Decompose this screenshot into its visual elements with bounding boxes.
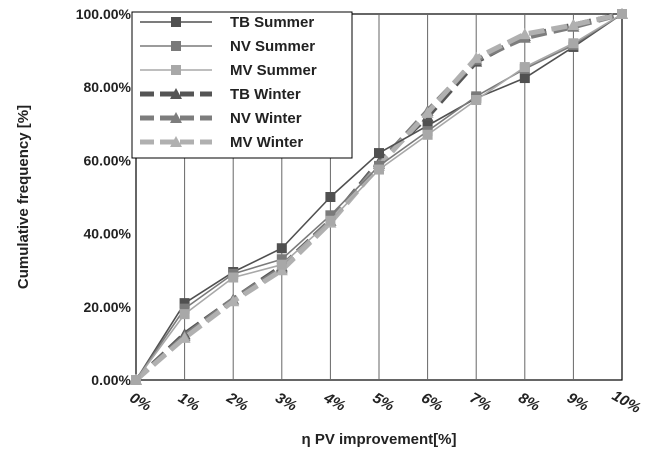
x-tick-label: 4% bbox=[320, 389, 348, 415]
data-point-tb-summer bbox=[374, 148, 384, 159]
y-tick-label: 60.00% bbox=[84, 152, 132, 168]
data-point-mv-winter bbox=[421, 106, 434, 118]
legend-box bbox=[131, 11, 353, 159]
legend-label: TB Winter bbox=[230, 86, 301, 103]
x-tick-label: 5% bbox=[370, 389, 397, 415]
data-point-mv-winter bbox=[178, 331, 191, 343]
x-tick-label: 6% bbox=[418, 389, 445, 415]
x-tick-labels: 0% 1% 2% 3% 4% 5% 6% 7% 8% 9% 10% bbox=[127, 387, 644, 417]
data-point-mv-winter bbox=[567, 18, 580, 30]
data-point-mv-summer bbox=[617, 9, 627, 19]
data-point-mv-summer bbox=[325, 215, 336, 226]
data-point-nv-summer bbox=[325, 210, 336, 221]
legend-marker bbox=[171, 65, 181, 75]
legend-label: TB Summer bbox=[230, 14, 314, 31]
legend: TB Summer NV Summer MV Summer TB Winter NV W… bbox=[131, 11, 353, 159]
data-point-nv-summer bbox=[179, 303, 190, 314]
x-tick-label: 2% bbox=[223, 389, 251, 415]
x-tick-label: 0% bbox=[127, 389, 154, 415]
x-tick-label: 1% bbox=[175, 389, 202, 415]
x-tick-label: 9% bbox=[564, 389, 591, 415]
x-tick-label: 10% bbox=[609, 387, 644, 417]
x-tick-label: 8% bbox=[515, 389, 542, 415]
legend-item-tb-summer: TB Summer bbox=[140, 14, 314, 31]
data-point-mv-summer bbox=[131, 375, 141, 385]
y-axis-label: Cumulative frequency [%] bbox=[15, 105, 32, 289]
y-tick-label: 20.00% bbox=[84, 299, 132, 315]
data-point-mv-summer bbox=[422, 129, 433, 140]
legend-marker bbox=[171, 41, 181, 51]
legend-label: MV Winter bbox=[230, 134, 303, 151]
legend-label: NV Winter bbox=[230, 110, 302, 127]
y-tick-label: 40.00% bbox=[84, 226, 132, 242]
data-point-tb-summer bbox=[179, 298, 190, 309]
x-axis-label: η PV improvement[%] bbox=[301, 431, 456, 448]
data-point-mv-summer bbox=[374, 164, 384, 175]
legend-item-mv-winter: MV Winter bbox=[140, 134, 303, 151]
legend-item-nv-winter: NV Winter bbox=[140, 110, 302, 127]
y-tick-label: 100.00% bbox=[76, 6, 132, 22]
data-point-mv-winter bbox=[470, 51, 483, 63]
legend-item-nv-summer: NV Summer bbox=[140, 38, 315, 55]
data-point-tb-summer bbox=[422, 120, 433, 131]
legend-item-tb-winter: TB Winter bbox=[140, 86, 301, 103]
data-point-tb-summer bbox=[519, 73, 530, 84]
data-point-mv-summer bbox=[568, 38, 579, 49]
y-tick-labels: 0.00% 20.00% 40.00% 60.00% 80.00% 100.00% bbox=[76, 6, 132, 388]
data-point-mv-summer bbox=[179, 309, 190, 320]
series-mv-summer bbox=[131, 9, 627, 385]
data-point-tb-summer bbox=[325, 192, 336, 202]
legend-label: MV Summer bbox=[230, 62, 317, 79]
legend-marker bbox=[170, 88, 182, 99]
legend-marker bbox=[170, 136, 182, 147]
data-point-nv-summer bbox=[276, 254, 287, 265]
x-tick-label: 7% bbox=[467, 389, 494, 415]
x-tick-label: 3% bbox=[272, 389, 299, 415]
data-point-mv-summer bbox=[276, 259, 287, 270]
series-group bbox=[130, 8, 628, 385]
legend-label: NV Summer bbox=[230, 38, 315, 55]
data-point-tb-summer bbox=[276, 243, 287, 254]
y-tick-label: 80.00% bbox=[84, 79, 132, 95]
data-point-mv-summer bbox=[519, 62, 530, 73]
y-tick-label: 0.00% bbox=[91, 372, 131, 388]
legend-marker bbox=[171, 17, 181, 27]
legend-marker bbox=[170, 112, 182, 123]
data-point-mv-winter bbox=[227, 295, 240, 307]
legend-item-mv-summer: MV Summer bbox=[140, 62, 317, 79]
data-point-mv-summer bbox=[228, 272, 239, 283]
data-point-mv-summer bbox=[471, 95, 482, 106]
data-point-mv-winter bbox=[518, 28, 531, 40]
